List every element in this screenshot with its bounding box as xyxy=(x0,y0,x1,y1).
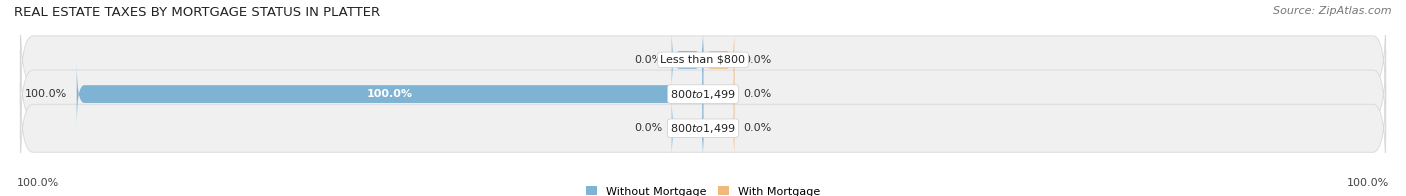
FancyBboxPatch shape xyxy=(77,62,703,126)
Text: Less than $800: Less than $800 xyxy=(661,55,745,65)
FancyBboxPatch shape xyxy=(20,50,1386,138)
Text: Source: ZipAtlas.com: Source: ZipAtlas.com xyxy=(1274,6,1392,16)
FancyBboxPatch shape xyxy=(20,15,1386,104)
Text: 100.0%: 100.0% xyxy=(367,89,413,99)
Text: 0.0%: 0.0% xyxy=(744,55,772,65)
Text: 100.0%: 100.0% xyxy=(1347,178,1389,188)
Text: 0.0%: 0.0% xyxy=(744,123,772,133)
FancyBboxPatch shape xyxy=(672,28,703,92)
Text: $800 to $1,499: $800 to $1,499 xyxy=(671,88,735,101)
Text: 0.0%: 0.0% xyxy=(634,123,662,133)
Text: 100.0%: 100.0% xyxy=(25,89,67,99)
FancyBboxPatch shape xyxy=(703,28,734,92)
FancyBboxPatch shape xyxy=(20,84,1386,173)
FancyBboxPatch shape xyxy=(672,96,703,160)
Text: 0.0%: 0.0% xyxy=(744,89,772,99)
Text: REAL ESTATE TAXES BY MORTGAGE STATUS IN PLATTER: REAL ESTATE TAXES BY MORTGAGE STATUS IN … xyxy=(14,6,380,19)
Text: $800 to $1,499: $800 to $1,499 xyxy=(671,122,735,135)
Text: 100.0%: 100.0% xyxy=(17,178,59,188)
Text: 0.0%: 0.0% xyxy=(634,55,662,65)
FancyBboxPatch shape xyxy=(703,62,734,126)
Legend: Without Mortgage, With Mortgage: Without Mortgage, With Mortgage xyxy=(586,186,820,196)
FancyBboxPatch shape xyxy=(703,96,734,160)
